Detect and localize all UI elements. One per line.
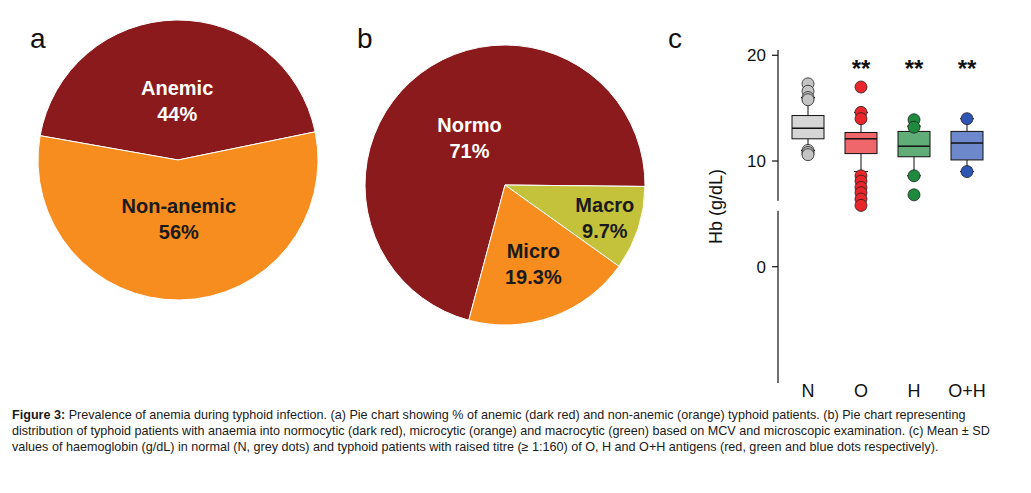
x-tick-label: H: [908, 381, 921, 401]
flier: [961, 166, 973, 178]
flier: [908, 189, 920, 201]
whisker: [861, 154, 862, 172]
y-tick-label: 10: [747, 152, 766, 171]
flier: [908, 170, 920, 182]
slice-label: Non-anemic: [122, 195, 236, 217]
box: [951, 131, 983, 160]
x-tick-label: N: [802, 381, 815, 401]
pie-chart: a Anemic 44% Non-anemic 56%: [30, 20, 318, 300]
y-tick-label: 0: [757, 258, 766, 277]
median: [951, 142, 983, 144]
box: [792, 116, 824, 139]
slice-label: Anemic: [141, 77, 213, 99]
data-label: 44%: [157, 103, 197, 125]
slice-label: Macro: [575, 194, 634, 216]
y-axis-label: Hb (g/dL): [706, 169, 726, 244]
x-tick-label: O+H: [948, 381, 986, 401]
y-tick: [772, 160, 778, 161]
caption-text: Prevalence of anemia during typhoid infe…: [12, 408, 990, 454]
slice-label: Normo: [437, 114, 501, 136]
data-label: 56%: [159, 221, 199, 243]
flier: [908, 121, 920, 133]
panel-label: b: [357, 23, 373, 54]
median: [792, 127, 824, 129]
median: [845, 138, 877, 140]
slice-label: Micro: [507, 240, 560, 262]
significance: **: [852, 55, 871, 82]
x-tick-label: O: [854, 381, 868, 401]
flier: [855, 113, 867, 125]
pie-slice: [38, 132, 318, 300]
median: [898, 145, 930, 147]
box: [845, 132, 877, 153]
data-label: 71%: [449, 140, 489, 162]
panel-label: c: [668, 23, 682, 54]
plot-area: [792, 78, 983, 212]
flier: [855, 199, 867, 211]
flier: [961, 113, 973, 125]
box: [898, 131, 930, 156]
panel-label: a: [30, 23, 46, 54]
caption: Figure 3: Prevalence of anemia during ty…: [12, 407, 1022, 455]
box-chart: c 0 10 20 Hb (g/dL) N O ** H ** O+H **: [668, 23, 986, 401]
significance: **: [958, 55, 977, 82]
y-tick: [772, 55, 778, 56]
pie-chart: b Normo 71% Macro 9.7% Micro 19.3%: [357, 23, 645, 325]
y-tick: [772, 266, 778, 267]
data-label: 9.7%: [582, 220, 628, 242]
axis-break: [775, 201, 781, 211]
data-label: 19.3%: [505, 266, 562, 288]
y-tick-label: 20: [747, 46, 766, 65]
caption-label: Figure 3:: [12, 408, 65, 422]
flier: [802, 94, 814, 106]
y-axis: [777, 50, 778, 383]
flier: [802, 149, 814, 161]
significance: **: [905, 55, 924, 82]
pie-slice: [40, 20, 315, 160]
flier: [855, 81, 867, 93]
